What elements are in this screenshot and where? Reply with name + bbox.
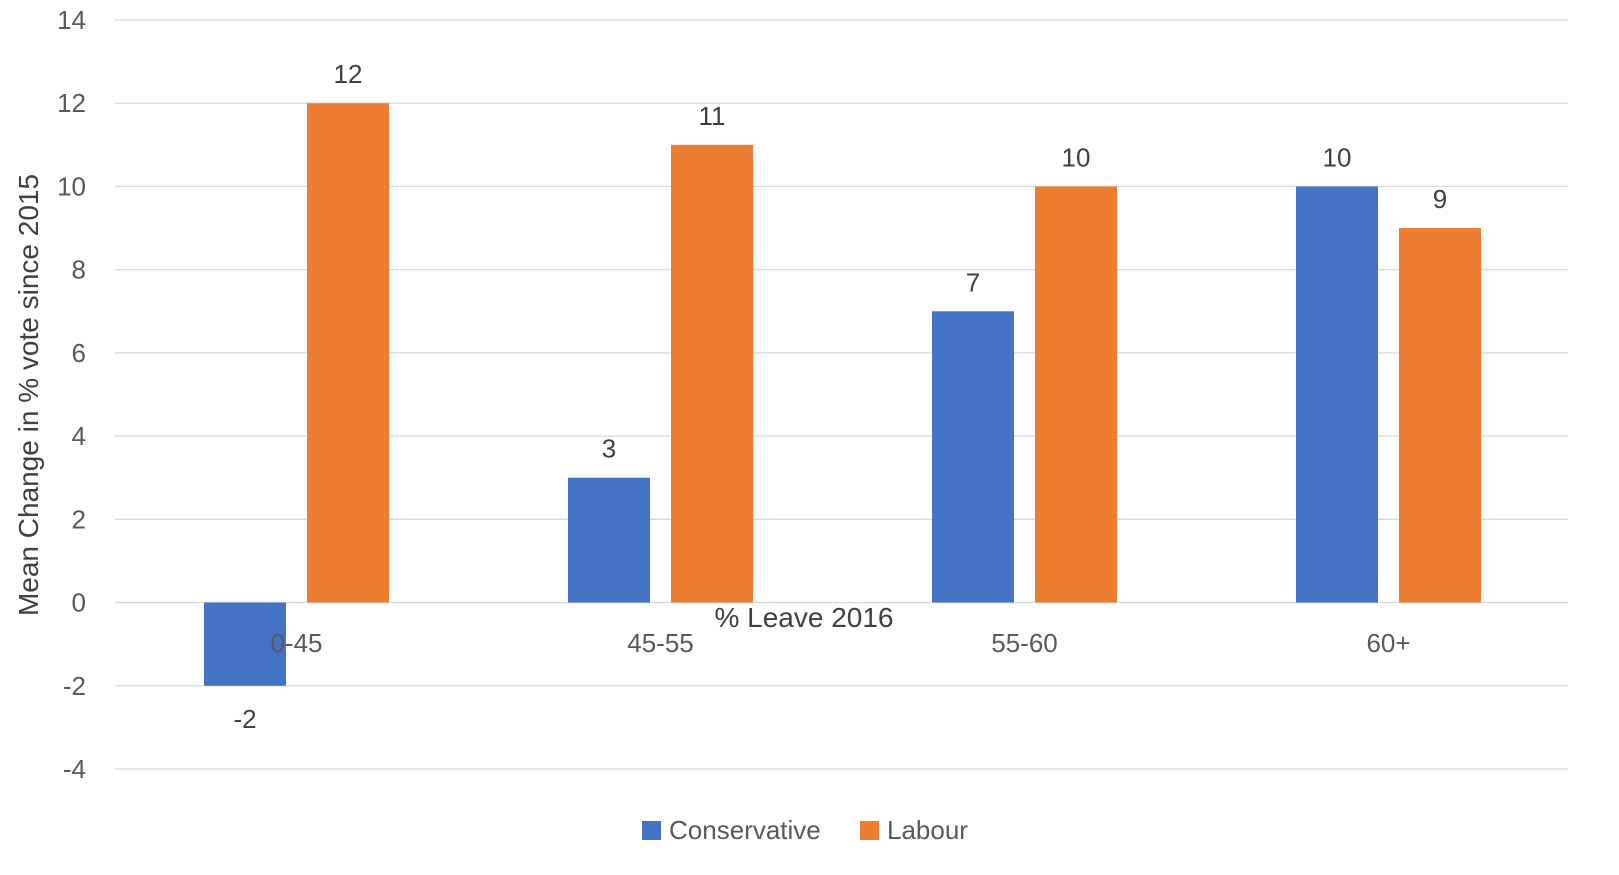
- y-tick-label: 0: [72, 588, 86, 618]
- y-tick-label: -4: [63, 754, 86, 784]
- y-tick-label: 2: [72, 504, 86, 534]
- y-tick-label: -2: [63, 671, 86, 701]
- bar-conservative-55-60: [932, 311, 1014, 603]
- y-tick-label: 10: [57, 171, 86, 201]
- bar-conservative-0-45: [204, 602, 286, 686]
- bar-labour-45-55: [671, 144, 753, 603]
- data-label: 3: [602, 434, 616, 464]
- data-label: 10: [1323, 142, 1352, 172]
- data-label: 7: [966, 267, 980, 297]
- legend-label-labour: Labour: [887, 815, 968, 845]
- legend-swatch-labour: [860, 821, 879, 840]
- x-tick-label: 60+: [1366, 628, 1410, 658]
- y-tick-label: 8: [72, 255, 86, 285]
- data-label: 10: [1062, 142, 1091, 172]
- data-labels: -2 3 7 10 12 11 10 9: [233, 59, 1447, 734]
- x-tick-label: 0-45: [270, 628, 322, 658]
- x-axis-title: % Leave 2016: [714, 602, 893, 633]
- bar-labour-0-45: [307, 103, 389, 603]
- bars: [204, 103, 1481, 686]
- bar-labour-55-60: [1035, 186, 1117, 603]
- y-tick-label: 4: [72, 421, 86, 451]
- y-tick-label: 14: [57, 5, 86, 35]
- y-tick-label: 12: [57, 88, 86, 118]
- data-label: 12: [334, 59, 363, 89]
- x-tick-label: 55-60: [991, 628, 1058, 658]
- data-label: 9: [1433, 184, 1447, 214]
- x-tick-label: 45-55: [627, 628, 694, 658]
- bar-labour-60+: [1399, 228, 1481, 603]
- legend-label-conservative: Conservative: [669, 815, 821, 845]
- y-axis-title: Mean Change in % vote since 2015: [13, 174, 44, 616]
- y-axis-ticks: -4 -2 0 2 4 6 8 10 12 14: [57, 5, 86, 784]
- y-tick-label: 6: [72, 338, 86, 368]
- data-label: -2: [233, 704, 256, 734]
- bar-conservative-45-55: [568, 477, 650, 603]
- data-label: 11: [699, 101, 726, 131]
- legend-swatch-conservative: [642, 821, 661, 840]
- legend: Conservative Labour: [642, 815, 968, 845]
- bar-conservative-60+: [1296, 186, 1378, 603]
- x-axis-ticks: 0-45 45-55 55-60 60+: [270, 628, 1410, 658]
